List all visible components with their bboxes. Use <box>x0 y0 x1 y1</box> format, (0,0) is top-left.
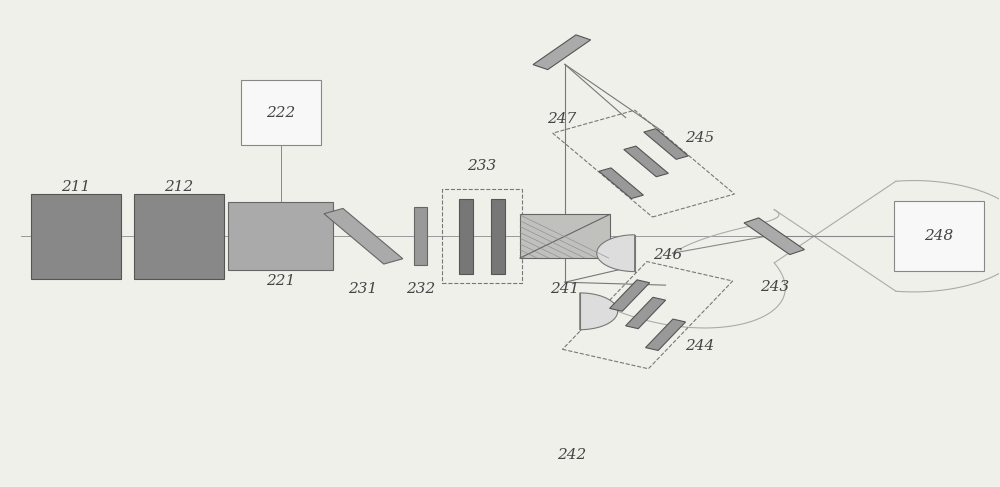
Text: 231: 231 <box>348 281 377 296</box>
Bar <box>442 189 522 283</box>
Polygon shape <box>533 35 591 70</box>
Polygon shape <box>644 129 688 159</box>
Text: 247: 247 <box>547 112 576 126</box>
Text: 248: 248 <box>924 229 953 243</box>
Polygon shape <box>610 280 650 311</box>
Bar <box>491 199 505 274</box>
Text: 221: 221 <box>266 274 295 288</box>
Text: 211: 211 <box>62 180 91 194</box>
Bar <box>228 202 333 270</box>
Polygon shape <box>624 146 668 177</box>
Polygon shape <box>646 319 686 351</box>
Text: 246: 246 <box>653 247 682 262</box>
Text: 222: 222 <box>266 106 295 120</box>
Text: 212: 212 <box>164 180 194 194</box>
Polygon shape <box>599 168 643 199</box>
Text: 242: 242 <box>557 448 586 462</box>
Text: 244: 244 <box>685 339 714 353</box>
Text: 233: 233 <box>467 159 497 173</box>
Polygon shape <box>597 235 635 272</box>
Polygon shape <box>744 218 804 255</box>
Bar <box>894 201 984 271</box>
Bar <box>134 194 224 279</box>
Bar <box>459 199 473 274</box>
Bar <box>520 214 610 258</box>
Text: 232: 232 <box>406 281 435 296</box>
Text: 241: 241 <box>550 281 579 296</box>
Polygon shape <box>324 208 403 264</box>
Polygon shape <box>580 293 618 330</box>
Bar <box>241 80 320 146</box>
Text: 245: 245 <box>685 131 714 145</box>
Bar <box>414 207 427 265</box>
Text: 243: 243 <box>760 280 789 294</box>
Polygon shape <box>626 297 666 329</box>
Bar <box>31 194 121 279</box>
